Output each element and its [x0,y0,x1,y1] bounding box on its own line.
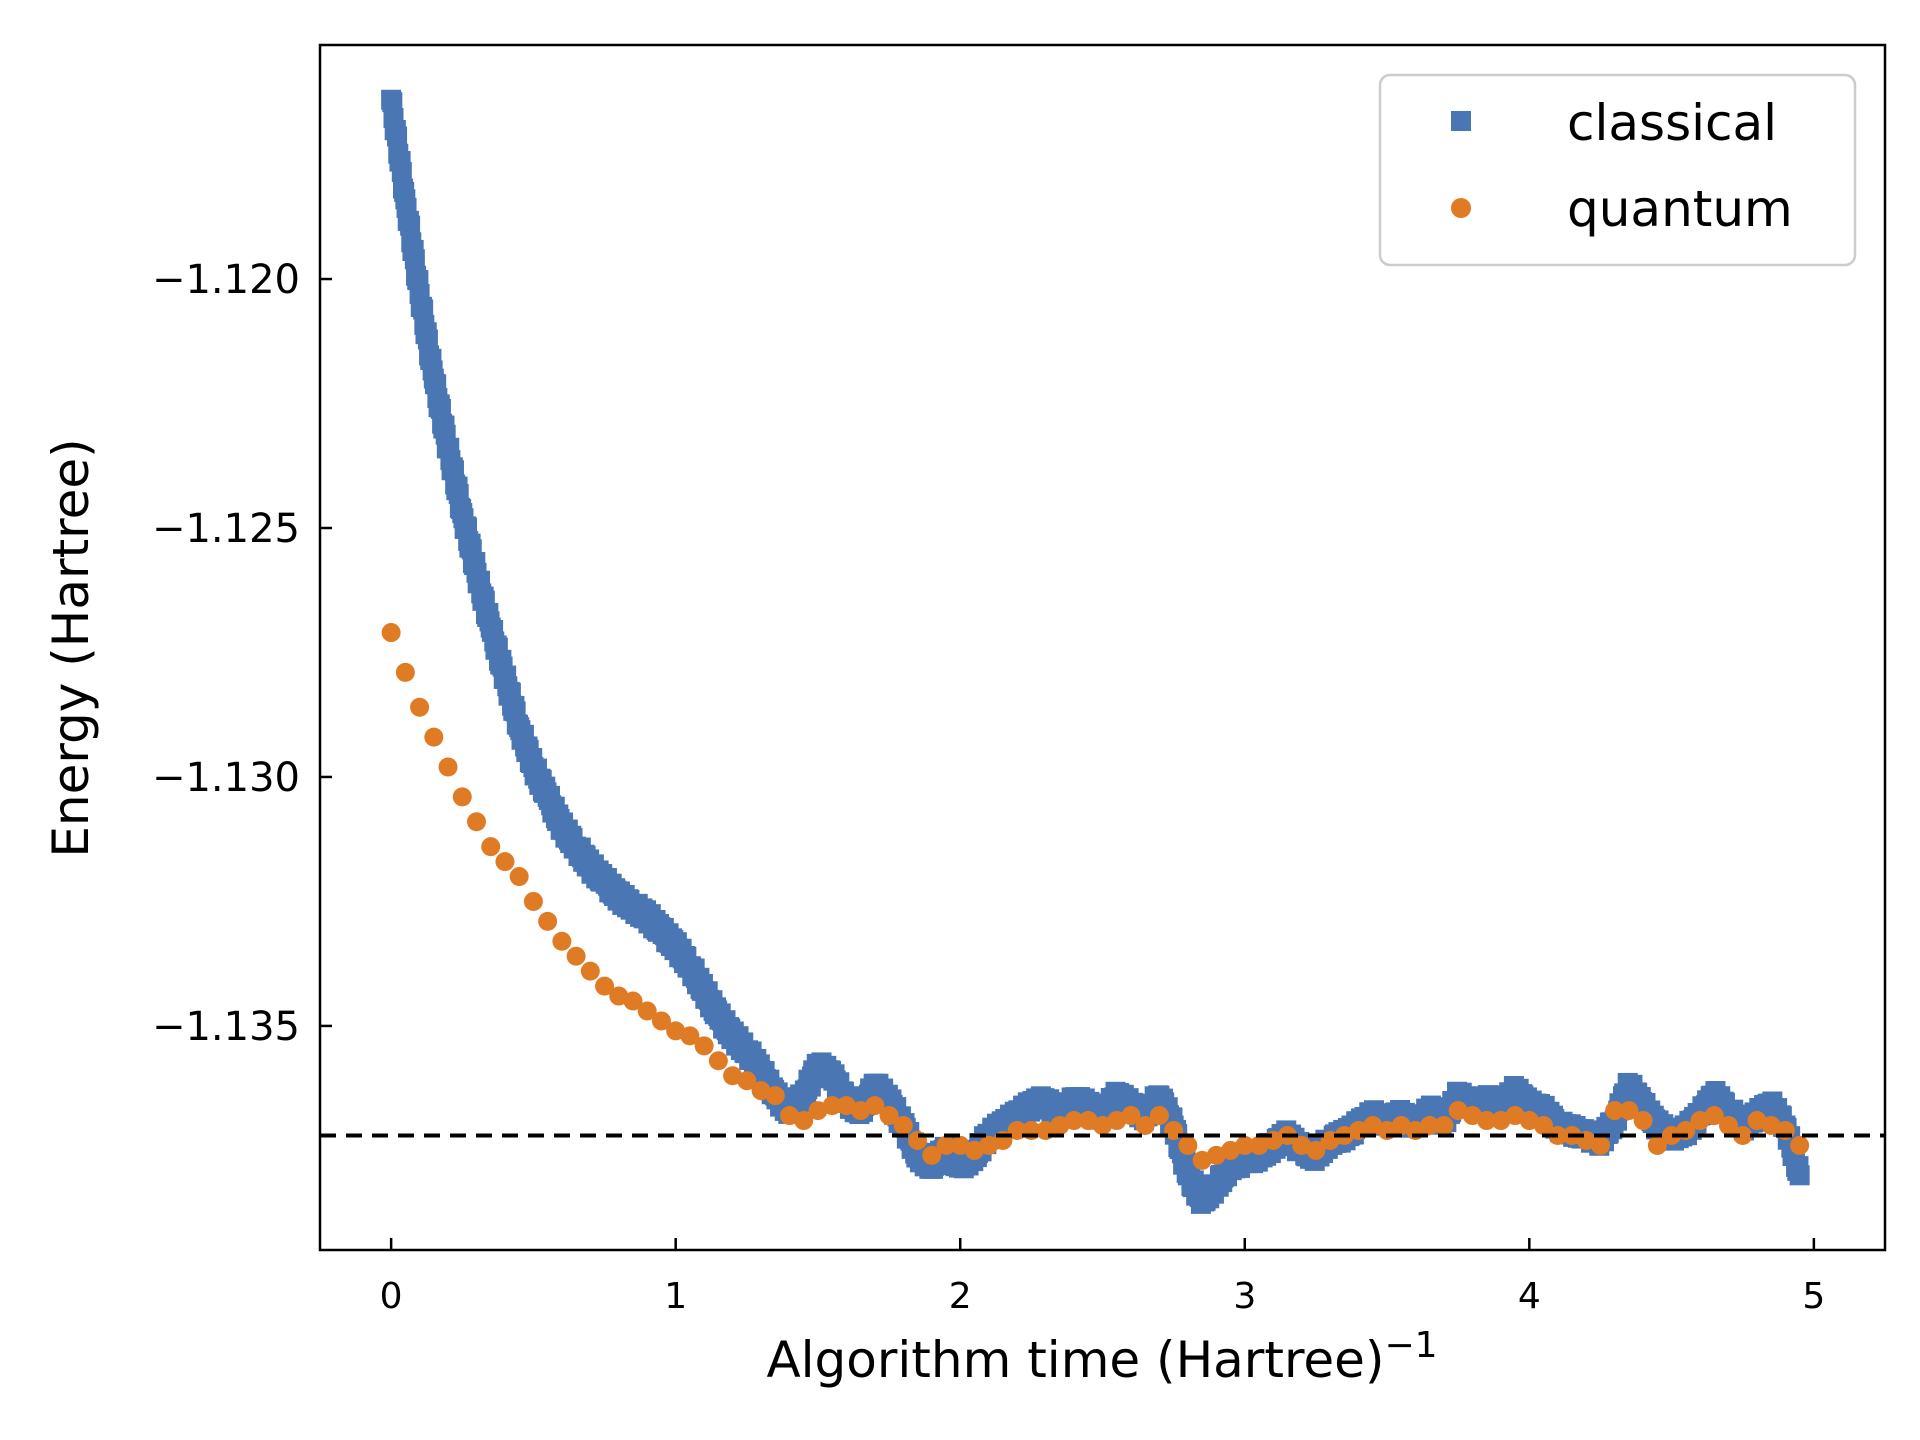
quantum-point [651,1011,671,1031]
quantum-point [410,697,430,717]
y-tick-label: −1.125 [152,506,300,552]
quantum-point [523,891,543,911]
quantum-point [1235,1135,1255,1155]
quantum-point [1149,1106,1169,1126]
classical-point [391,162,412,183]
quantum-point [1121,1106,1141,1126]
quantum-point [623,991,643,1011]
legend-marker-quantum [1451,198,1471,218]
y-axis-label: Energy (Hartree) [42,438,100,857]
quantum-point [509,867,529,887]
classical-point [417,329,438,350]
quantum-point [879,1106,899,1126]
legend-label-quantum: quantum [1567,180,1793,238]
quantum-point [395,662,415,682]
legend-frame [1378,73,1857,267]
quantum-point [765,1086,785,1106]
quantum-point [381,623,401,643]
quantum-point [1534,1116,1554,1136]
quantum-point [1064,1111,1084,1131]
quantum-point [538,911,558,931]
y-tick-label: −1.120 [152,257,300,303]
legend-label-classical: classical [1567,94,1777,152]
quantum-point [1647,1135,1667,1155]
quantum-point [1619,1101,1639,1121]
quantum-point [452,787,472,807]
classical-point [382,92,403,113]
x-tick-label: 0 [380,1276,403,1317]
quantum-point [1178,1135,1198,1155]
quantum-point [566,946,586,966]
legend-marker-classical [1451,111,1471,131]
x-tick-label: 4 [1518,1276,1541,1317]
quantum-point [1590,1135,1610,1155]
x-tick-label: 5 [1802,1276,1825,1317]
quantum-point [1135,1116,1155,1136]
y-tick-label: −1.135 [152,1004,300,1050]
quantum-point [1790,1135,1810,1155]
quantum-point [1007,1120,1027,1140]
quantum-point [794,1111,814,1131]
quantum-point [708,1051,728,1071]
quantum-point [1434,1116,1454,1136]
classical-point [413,299,434,320]
quantum-point [680,1026,700,1046]
quantum-point [1306,1140,1326,1160]
quantum-point [1719,1116,1738,1136]
quantum-point [481,837,501,857]
legend: classical quantum [1378,73,1857,267]
quantum-point [865,1096,885,1116]
x-tick-label: 1 [664,1276,687,1317]
quantum-point [737,1071,757,1091]
quantum-point [595,976,615,996]
quantum-point [1704,1106,1724,1126]
quantum-point [552,931,572,951]
y-tick-label: −1.130 [152,755,300,801]
quantum-point [1420,1116,1440,1136]
x-axis-label-superscript: −1 [1384,1325,1437,1366]
x-tick-label: 3 [1233,1276,1256,1317]
quantum-point [822,1096,842,1116]
quantum-point [936,1135,956,1155]
quantum-point [1605,1101,1625,1121]
plot-frame [318,43,1887,1252]
y-axis-ticks: −1.120 −1.125 −1.130 −1.135 [152,257,332,1050]
quantum-point [893,1116,913,1136]
x-axis-ticks: 0 1 2 3 4 5 [380,1238,1825,1317]
series-quantum [381,623,1810,1170]
quantum-point [438,757,458,777]
quantum-point [694,1036,714,1056]
quantum-point [637,1001,657,1021]
plot-content [381,89,1810,1214]
quantum-point [424,727,444,747]
quantum-point [467,812,486,832]
classical-point [400,215,421,236]
quantum-point [1733,1125,1753,1145]
classical-point [404,249,425,270]
classical-point [387,126,408,147]
quantum-point [1477,1111,1497,1131]
classical-point [1789,1165,1810,1186]
quantum-point [580,961,600,981]
x-tick-label: 2 [949,1276,972,1317]
quantum-point [495,852,515,872]
x-axis-label: Algorithm time (Hartree)−1 [766,1325,1437,1389]
quantum-point [922,1145,942,1165]
quantum-point [1633,1111,1653,1131]
x-axis-label-text: Algorithm time (Hartree) [766,1331,1384,1389]
